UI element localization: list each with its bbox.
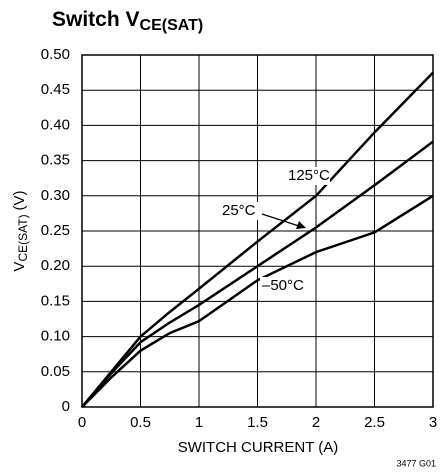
y-tick-label: 0.15	[41, 292, 70, 309]
y-tick-label: 0.50	[41, 46, 70, 63]
y-tick-label: 0.40	[41, 116, 70, 133]
x-tick-label: 3	[429, 414, 437, 431]
y-tick-label: 0.45	[41, 81, 70, 98]
y-tick-label: 0	[62, 398, 70, 415]
x-tick-label: 2	[312, 414, 320, 431]
y-label-subscript: CE(SAT)	[16, 214, 30, 261]
y-tick-label: 0.30	[41, 187, 70, 204]
chart-title: Switch VCE(SAT)	[52, 8, 203, 35]
x-tick-label: 1	[195, 414, 203, 431]
y-label-text: V	[11, 262, 28, 272]
x-tick-label: 0.5	[130, 414, 151, 431]
y-tick-label: 0.20	[41, 257, 70, 274]
y-tick-label: 0.35	[41, 152, 70, 169]
x-tick-label: 1.5	[247, 414, 268, 431]
y-axis-label: VCE(SAT) (V)	[11, 190, 30, 271]
plot-frame	[81, 54, 434, 408]
series-label: 125°C	[288, 167, 330, 184]
footnote: 3477 G01	[396, 458, 436, 468]
y-tick-label: 0.10	[41, 328, 70, 345]
title-subscript: CE(SAT)	[140, 17, 204, 34]
x-tick-label: 2.5	[364, 414, 385, 431]
series-label: 25°C	[222, 202, 256, 219]
y-tick-label: 0.25	[41, 222, 70, 239]
label-arrowhead	[296, 221, 306, 229]
series-line	[81, 71, 434, 408]
series-label: –50°C	[262, 277, 304, 294]
series-line	[81, 194, 434, 408]
title-text: Switch V	[52, 8, 140, 31]
x-tick-label: 0	[78, 414, 86, 431]
series-label-bg	[260, 277, 304, 295]
series-line	[81, 140, 434, 408]
series-label-bg	[220, 202, 264, 220]
x-axis-label: SWITCH CURRENT (A)	[178, 439, 339, 456]
label-arrow	[261, 213, 303, 228]
series-label-bg	[286, 167, 330, 185]
y-label-suffix: (V)	[11, 190, 28, 210]
y-tick-label: 0.05	[41, 363, 70, 380]
